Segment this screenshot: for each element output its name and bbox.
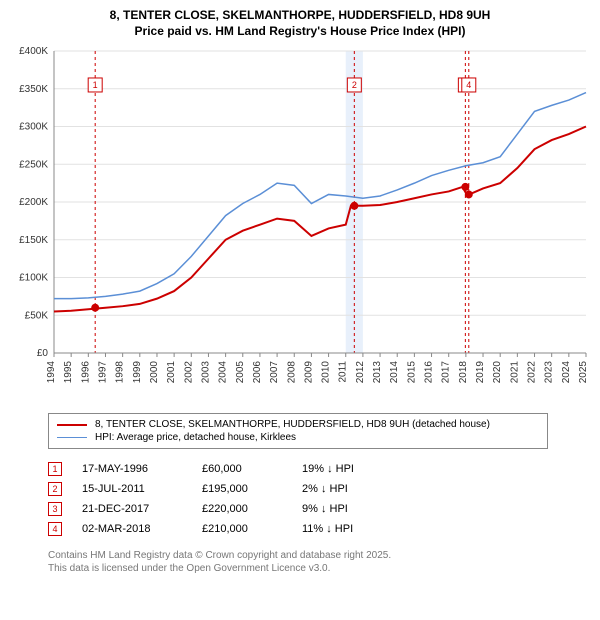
x-tick-label: 2012 — [355, 361, 366, 384]
legend-swatch — [57, 424, 87, 426]
x-tick-label: 2013 — [372, 361, 383, 384]
x-tick-label: 2024 — [561, 361, 572, 384]
event-price: £195,000 — [202, 483, 282, 495]
event-num: 2 — [48, 482, 62, 496]
y-tick-label: £0 — [37, 348, 49, 359]
x-tick-label: 1998 — [115, 361, 126, 384]
footer-line2: This data is licensed under the Open Gov… — [48, 562, 592, 575]
y-tick-label: £400K — [19, 46, 48, 57]
x-tick-label: 2015 — [406, 361, 417, 384]
x-tick-label: 1994 — [46, 361, 57, 384]
y-tick-label: £100K — [19, 273, 48, 284]
event-delta: 2% ↓ HPI — [302, 483, 348, 495]
event-marker-num: 4 — [466, 80, 471, 90]
event-price: £60,000 — [202, 463, 282, 475]
x-tick-label: 2011 — [338, 361, 349, 383]
series-price_paid — [54, 127, 586, 312]
x-tick-label: 2016 — [424, 361, 435, 384]
event-num: 4 — [48, 522, 62, 536]
event-row: 4 02-MAR-2018 £210,000 11% ↓ HPI — [48, 519, 592, 539]
event-date: 15-JUL-2011 — [82, 483, 182, 495]
legend-label: 8, TENTER CLOSE, SKELMANTHORPE, HUDDERSF… — [95, 419, 490, 430]
footer-line1: Contains HM Land Registry data © Crown c… — [48, 549, 592, 562]
x-tick-label: 2018 — [458, 361, 469, 384]
event-marker-num: 1 — [93, 80, 98, 90]
x-tick-label: 2025 — [578, 361, 589, 384]
title-line2: Price paid vs. HM Land Registry's House … — [8, 24, 592, 40]
title-line1: 8, TENTER CLOSE, SKELMANTHORPE, HUDDERSF… — [8, 8, 592, 24]
x-tick-label: 2020 — [492, 361, 503, 384]
event-num: 3 — [48, 502, 62, 516]
x-tick-label: 2001 — [166, 361, 177, 384]
x-tick-label: 2000 — [149, 361, 160, 384]
legend-label: HPI: Average price, detached house, Kirk… — [95, 432, 296, 443]
x-tick-label: 2009 — [303, 361, 314, 384]
price-chart: £0 £50K £100K £150K £200K £250K £300K £350K £400… — [8, 45, 592, 405]
legend-row: HPI: Average price, detached house, Kirk… — [57, 431, 539, 444]
x-tick-label: 2022 — [527, 361, 538, 384]
y-tick-label: £200K — [19, 197, 48, 208]
series-hpi — [54, 93, 586, 299]
x-tick-label: 2023 — [544, 361, 555, 384]
y-tick-label: £350K — [19, 84, 48, 95]
event-marker-num: 2 — [352, 80, 357, 90]
event-num: 1 — [48, 462, 62, 476]
event-delta: 9% ↓ HPI — [302, 503, 348, 515]
x-tick-label: 2021 — [509, 361, 520, 384]
event-price: £210,000 — [202, 523, 282, 535]
x-tick-label: 2010 — [321, 361, 332, 384]
x-tick-label: 1999 — [132, 361, 143, 384]
x-tick-label: 1995 — [63, 361, 74, 384]
legend: 8, TENTER CLOSE, SKELMANTHORPE, HUDDERSF… — [48, 413, 548, 449]
x-tick-label: 2004 — [218, 361, 229, 384]
x-tick-label: 2002 — [183, 361, 194, 384]
event-delta: 11% ↓ HPI — [302, 523, 353, 535]
event-delta: 19% ↓ HPI — [302, 463, 354, 475]
x-tick-label: 1996 — [80, 361, 91, 384]
event-row: 2 15-JUL-2011 £195,000 2% ↓ HPI — [48, 479, 592, 499]
chart-title: 8, TENTER CLOSE, SKELMANTHORPE, HUDDERSF… — [8, 8, 592, 39]
x-tick-label: 2006 — [252, 361, 263, 384]
event-date: 21-DEC-2017 — [82, 503, 182, 515]
y-tick-label: £50K — [25, 310, 49, 321]
x-tick-label: 2003 — [200, 361, 211, 384]
y-tick-label: £150K — [19, 235, 48, 246]
event-row: 3 21-DEC-2017 £220,000 9% ↓ HPI — [48, 499, 592, 519]
x-tick-label: 2005 — [235, 361, 246, 384]
chart-svg: £0 £50K £100K £150K £200K £250K £300K £350K £400… — [8, 45, 592, 405]
event-date: 17-MAY-1996 — [82, 463, 182, 475]
x-tick-label: 1997 — [97, 361, 108, 384]
x-tick-label: 2014 — [389, 361, 400, 384]
events-table: 1 17-MAY-1996 £60,000 19% ↓ HPI 2 15-JUL-2011… — [48, 459, 592, 539]
footer-attribution: Contains HM Land Registry data © Crown c… — [48, 549, 592, 575]
event-row: 1 17-MAY-1996 £60,000 19% ↓ HPI — [48, 459, 592, 479]
legend-swatch — [57, 437, 87, 438]
x-tick-label: 2017 — [441, 361, 452, 384]
y-tick-label: £250K — [19, 159, 48, 170]
x-tick-label: 2007 — [269, 361, 280, 384]
y-tick-label: £300K — [19, 122, 48, 133]
event-price: £220,000 — [202, 503, 282, 515]
event-date: 02-MAR-2018 — [82, 523, 182, 535]
x-tick-label: 2019 — [475, 361, 486, 384]
x-tick-label: 2008 — [286, 361, 297, 384]
legend-row: 8, TENTER CLOSE, SKELMANTHORPE, HUDDERSF… — [57, 418, 539, 431]
